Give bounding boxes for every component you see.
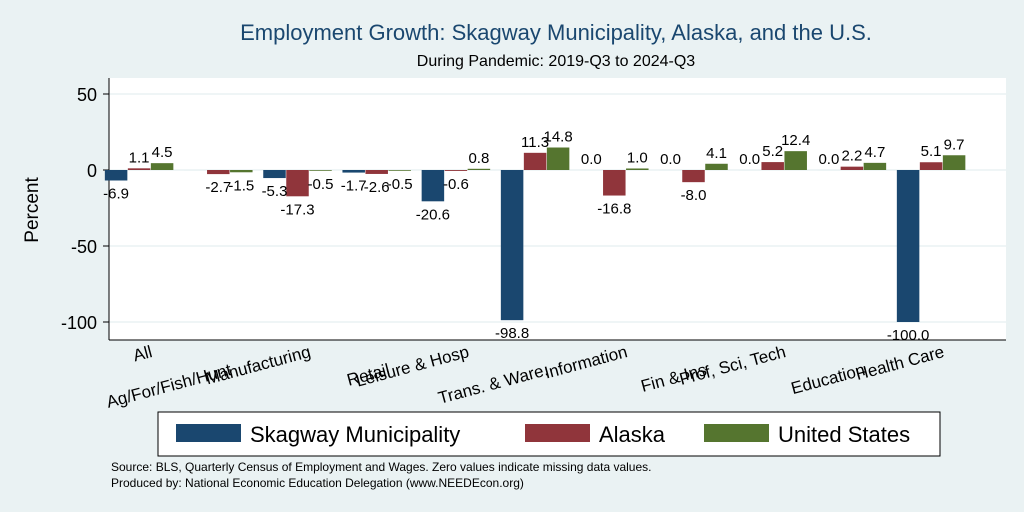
bar (467, 168, 491, 170)
y-tick-label: -50 (71, 237, 97, 257)
bars (104, 147, 966, 322)
bar (784, 151, 807, 170)
data-label: 1.1 (129, 149, 150, 166)
data-label: 12.4 (781, 132, 810, 149)
y-tick-label: -100 (61, 313, 97, 333)
bar (942, 155, 966, 170)
data-label: 4.1 (706, 145, 727, 162)
bar (207, 170, 230, 175)
data-label: -17.3 (280, 201, 314, 218)
data-label: 14.8 (543, 129, 572, 146)
legend-swatch (704, 424, 769, 442)
bar (104, 170, 128, 181)
bar (546, 147, 570, 170)
legend-swatch (525, 424, 590, 442)
source-note: Source: BLS, Quarterly Census of Employm… (111, 460, 651, 474)
legend: Skagway Municipality Alaska United States (157, 411, 941, 457)
data-label: -5.3 (262, 183, 288, 200)
bar (863, 162, 887, 170)
bar (500, 170, 524, 321)
data-label: -1.5 (228, 177, 254, 194)
bar (263, 170, 286, 179)
bar (626, 168, 649, 170)
y-tick-label: 50 (77, 85, 97, 105)
bar (840, 166, 864, 170)
data-label: 2.2 (841, 148, 862, 165)
bar (682, 170, 705, 183)
data-label: 4.5 (152, 144, 173, 161)
data-label: -0.5 (387, 176, 413, 193)
legend-label: Alaska (599, 422, 666, 447)
y-axis-ticks: 50 0 -50 -100 (61, 85, 109, 333)
legend-label: United States (778, 422, 910, 447)
data-label: -16.8 (597, 201, 631, 218)
data-label: -6.9 (103, 185, 129, 202)
data-label: 0.0 (581, 151, 602, 168)
data-label: -20.6 (416, 206, 450, 223)
plot-area (109, 78, 1006, 340)
data-label: 1.0 (627, 149, 648, 166)
bar (365, 170, 388, 174)
bar (705, 163, 728, 170)
data-label: 0.0 (739, 151, 760, 168)
data-label: 0.8 (468, 150, 489, 167)
chart-subtitle: During Pandemic: 2019-Q3 to 2024-Q3 (417, 53, 695, 70)
bar (919, 162, 943, 170)
data-label: 0.0 (818, 151, 839, 168)
bar (150, 163, 174, 170)
data-label: 4.7 (864, 144, 885, 161)
data-label: -0.6 (443, 176, 469, 193)
data-label: -98.8 (495, 325, 529, 342)
data-label: -100.0 (887, 327, 930, 344)
bar (342, 170, 365, 173)
data-label: 0.0 (660, 151, 681, 168)
data-label: 11.3 (521, 134, 549, 151)
y-axis-title: Percent (22, 177, 43, 243)
data-label: 5.1 (921, 143, 942, 160)
bar (286, 170, 309, 197)
bar (127, 168, 151, 170)
bar (309, 170, 332, 171)
y-tick-label: 0 (87, 161, 97, 181)
bar (896, 170, 920, 322)
data-label: -2.6 (364, 179, 390, 196)
data-label: 9.7 (944, 136, 965, 153)
data-label: -1.7 (341, 178, 367, 195)
x-tick-label: All (131, 342, 154, 365)
bar (523, 152, 547, 170)
data-label: 5.2 (762, 143, 783, 160)
chart-title: Employment Growth: Skagway Municipality,… (240, 20, 872, 45)
data-label: -0.5 (308, 176, 334, 193)
legend-swatch (176, 424, 241, 442)
data-label: -8.0 (681, 187, 707, 204)
produced-by-note: Produced by: National Economic Education… (111, 476, 524, 490)
bar (444, 170, 468, 171)
bar (761, 162, 784, 170)
bar (603, 170, 626, 196)
bar (421, 170, 445, 202)
data-label: -2.7 (205, 179, 231, 196)
legend-label: Skagway Municipality (250, 422, 460, 447)
bar (388, 170, 411, 171)
data-labels: -6.91.1 4.5-2.7-1.5 -5.3-17.3-0.5 -1.7-2.6-… (103, 129, 964, 344)
bar (230, 170, 253, 173)
